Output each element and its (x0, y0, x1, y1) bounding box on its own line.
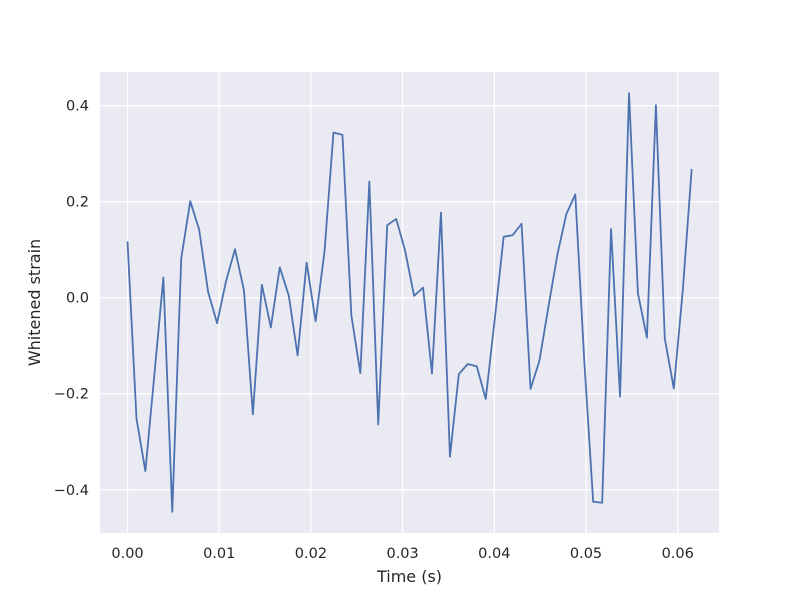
y-axis-label: Whitened strain (25, 239, 44, 366)
x-tick-label: 0.01 (203, 546, 235, 562)
y-tick-label: −0.2 (54, 387, 89, 403)
x-tick-label: 0.06 (662, 546, 694, 562)
x-tick-label: 0.04 (478, 546, 510, 562)
x-tick-label: 0.05 (570, 546, 602, 562)
plot-area (100, 72, 719, 533)
y-tick-label: 0.4 (66, 99, 89, 115)
x-tick-labels: 0.00 0.01 0.02 0.03 0.04 0.05 0.06 (111, 546, 694, 562)
strain-series-line (126, 92, 693, 513)
y-tick-label: 0.0 (66, 291, 89, 307)
grid (100, 72, 719, 533)
y-tick-label: −0.4 (54, 483, 89, 499)
y-tick-label: 0.2 (66, 195, 89, 211)
x-tick-label: 0.00 (111, 546, 143, 562)
x-axis-label: Time (s) (376, 567, 442, 586)
x-tick-label: 0.03 (386, 546, 418, 562)
y-tick-labels: −0.4 −0.2 0.0 0.2 0.4 (54, 99, 89, 499)
x-tick-label: 0.02 (295, 546, 327, 562)
